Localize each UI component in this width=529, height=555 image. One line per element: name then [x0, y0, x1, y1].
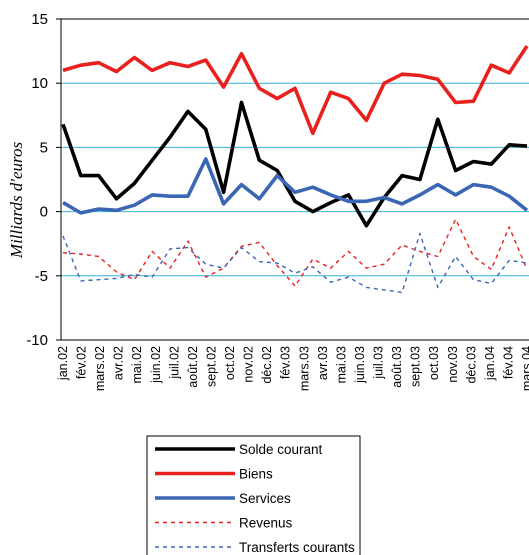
x-tick-label: oct.03 [427, 346, 441, 380]
x-tick-label: mars.02 [93, 346, 107, 391]
x-tick-label: jan.02 [56, 346, 70, 381]
x-tick-label: août.03 [390, 346, 404, 388]
gridlines [61, 18, 529, 277]
series-line [61, 100, 528, 228]
y-tick-label: -5 [35, 268, 48, 285]
x-tick-label: sept.02 [204, 346, 218, 387]
legend-label: Biens [239, 467, 273, 482]
legend-label: Revenus [239, 516, 293, 531]
legend-label: Services [239, 491, 291, 506]
x-tick-label: juil.02 [167, 346, 181, 380]
x-tick-label: fév.02 [75, 346, 89, 379]
x-tick-label: fév.04 [501, 346, 515, 379]
series-line [62, 157, 529, 215]
x-tick-label: déc.02 [260, 346, 274, 384]
x-tick-label: nov.02 [242, 346, 256, 383]
x-tick-label: mars.03 [297, 346, 311, 391]
y-tick-label: -10 [26, 332, 48, 349]
x-tick-label: sept.03 [409, 346, 423, 387]
legend-label: Solde courant [239, 442, 323, 457]
legend-box [146, 435, 361, 555]
series-line [62, 45, 529, 136]
x-axis: jan.02 fév.02 mars.02 avr.02 mai.02 juin.02 ju… [56, 339, 529, 391]
x-tick-label: avr.03 [316, 346, 330, 380]
x-tick-label: mars.04 [520, 346, 529, 391]
y-axis-label: Milliards d'euros [7, 142, 26, 260]
y-tick-label: 15 [31, 11, 48, 28]
x-tick-label: juil.03 [372, 346, 386, 380]
y-axis: 15 10 5 0 -5 -10 [26, 11, 529, 349]
x-tick-label: mai.03 [334, 346, 348, 384]
x-tick-label: avr.02 [112, 346, 126, 380]
legend: Solde courant Biens Services Revenus Transfe… [146, 435, 361, 555]
y-tick-label: 0 [40, 204, 48, 221]
x-tick-label: août.02 [186, 346, 200, 388]
y-tick-label: 5 [40, 139, 48, 156]
x-tick-label: juin.02 [149, 346, 163, 384]
y-tick-label: 10 [31, 75, 48, 92]
x-tick-label: jan.04 [483, 346, 497, 381]
legend-label: Transferts courants [239, 540, 355, 555]
x-tick-label: mai.02 [130, 346, 144, 384]
series-line [62, 232, 528, 294]
series-line [62, 218, 528, 287]
x-tick-label: nov.03 [446, 346, 460, 383]
x-tick-label: déc.03 [464, 346, 478, 384]
x-tick-label: oct.02 [223, 346, 237, 380]
x-tick-label: juin.03 [353, 346, 367, 384]
x-tick-label: fév.03 [279, 346, 293, 379]
plot-area [61, 45, 529, 294]
